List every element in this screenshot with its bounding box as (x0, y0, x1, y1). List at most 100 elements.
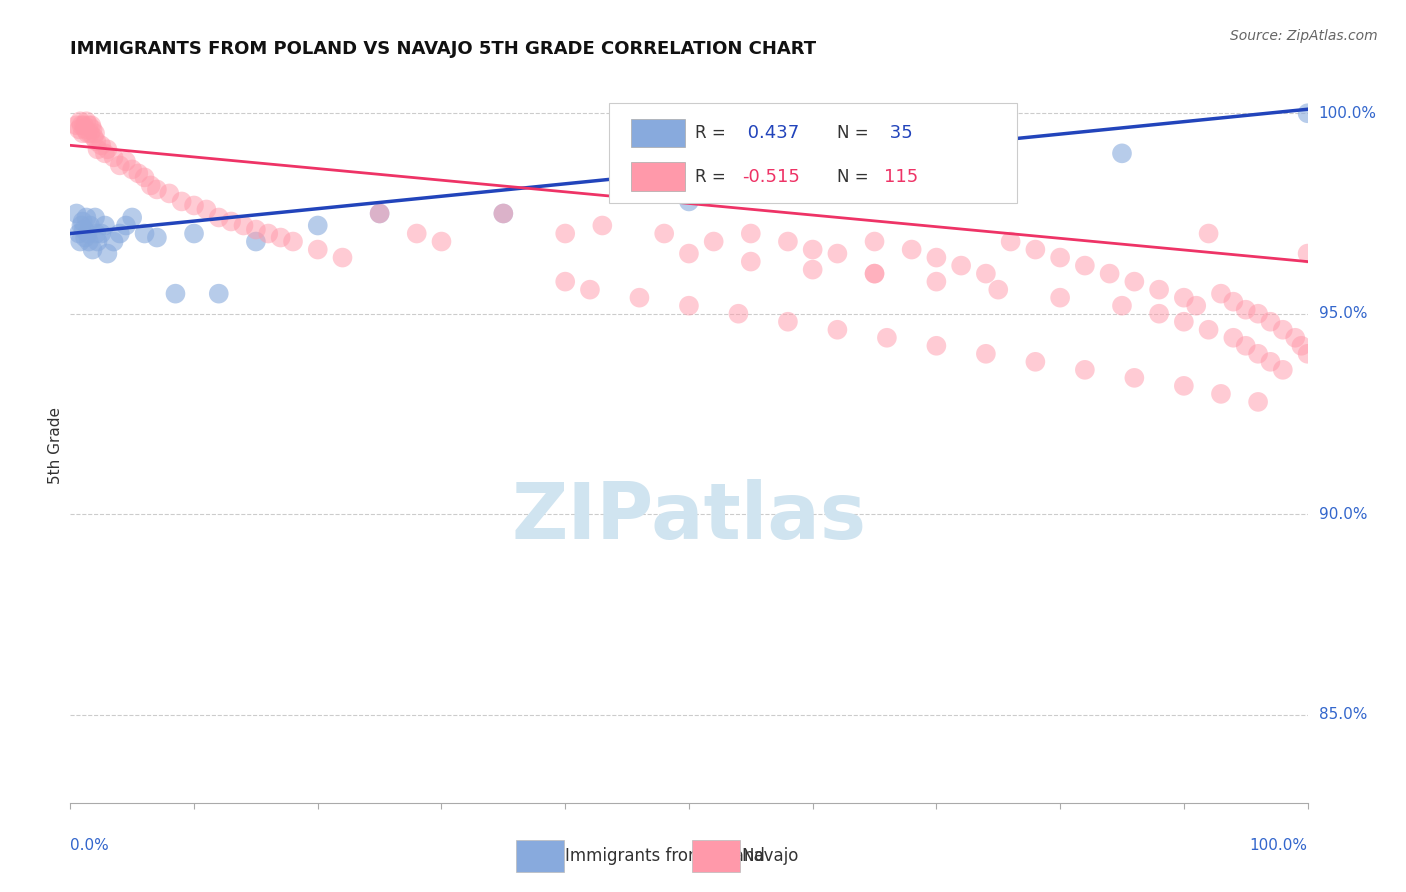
Text: 90.0%: 90.0% (1319, 507, 1367, 522)
Point (108, 158, 131, 172)
Point (70, 219, 93, 233)
Point (430, 235, 453, 249)
Point (703, 235, 725, 249)
Point (1111, 146, 1133, 161)
Point (121, 211, 143, 225)
Point (925, 166, 948, 180)
Point (69, 235, 91, 249)
Point (70, 118, 93, 132)
Point (134, 170, 156, 185)
FancyBboxPatch shape (631, 162, 685, 191)
Point (591, 219, 613, 233)
Point (72, 214, 94, 228)
Point (863, 267, 886, 281)
Point (115, 219, 138, 233)
Point (115, 154, 138, 169)
Point (75, 122, 97, 136)
Point (1296, 347, 1319, 361)
Point (76, 227, 98, 241)
Point (554, 227, 576, 241)
Point (232, 219, 254, 233)
Point (492, 206, 515, 220)
Point (208, 286, 231, 301)
Point (1123, 371, 1146, 385)
Point (827, 323, 849, 337)
Point (67, 122, 90, 136)
Point (65, 118, 87, 132)
Point (75, 114, 97, 128)
Point (368, 206, 391, 220)
Point (86, 142, 108, 156)
Point (76, 126, 98, 140)
Y-axis label: 5th Grade: 5th Grade (48, 408, 63, 484)
Point (1049, 291, 1071, 305)
Point (183, 227, 205, 241)
Point (79, 126, 101, 140)
Point (863, 267, 886, 281)
Point (84, 134, 107, 148)
Point (165, 286, 187, 301)
Point (863, 235, 886, 249)
Point (678, 246, 700, 260)
Point (307, 243, 329, 257)
Text: 85.0%: 85.0% (1319, 707, 1367, 723)
Point (876, 331, 898, 345)
Text: Navajo: Navajo (741, 847, 799, 865)
Text: IMMIGRANTS FROM POLAND VS NAVAJO 5TH GRADE CORRELATION CHART: IMMIGRANTS FROM POLAND VS NAVAJO 5TH GRA… (70, 40, 817, 58)
Point (801, 262, 824, 277)
Point (492, 206, 515, 220)
Text: Source: ZipAtlas.com: Source: ZipAtlas.com (1230, 29, 1378, 43)
Point (170, 194, 193, 209)
Point (1147, 307, 1170, 321)
Point (307, 219, 329, 233)
Point (77, 235, 100, 249)
Point (1074, 259, 1097, 273)
Point (65, 206, 87, 220)
Point (1234, 339, 1257, 353)
Point (1247, 307, 1270, 321)
Point (900, 243, 922, 257)
Point (84, 227, 107, 241)
Point (776, 315, 799, 329)
Point (1098, 267, 1121, 281)
Point (628, 291, 651, 305)
Point (925, 251, 948, 265)
Point (73, 222, 96, 236)
Point (96, 246, 118, 260)
Point (73, 118, 96, 132)
Point (925, 275, 948, 289)
Point (195, 202, 218, 217)
Point (1222, 294, 1244, 309)
Point (67, 227, 90, 241)
Point (134, 227, 156, 241)
Text: 115: 115 (884, 168, 918, 186)
Point (219, 214, 242, 228)
Point (146, 182, 169, 196)
Point (245, 235, 267, 249)
Point (1291, 339, 1313, 353)
FancyBboxPatch shape (609, 103, 1017, 203)
Point (1049, 251, 1071, 265)
Point (950, 259, 973, 273)
Point (579, 283, 602, 297)
Point (1271, 363, 1294, 377)
Point (1260, 315, 1282, 329)
Point (82, 122, 104, 136)
Point (740, 227, 762, 241)
Point (652, 227, 675, 241)
Text: 35: 35 (884, 124, 912, 142)
Point (678, 299, 700, 313)
Point (103, 235, 125, 249)
Point (1074, 363, 1097, 377)
Point (257, 227, 280, 241)
Text: R =: R = (695, 168, 731, 186)
Point (1247, 395, 1270, 409)
Point (1198, 227, 1220, 241)
Point (72, 126, 94, 140)
Point (208, 211, 231, 225)
Point (80, 118, 103, 132)
Point (146, 230, 169, 244)
Point (86, 235, 108, 249)
Text: -0.515: -0.515 (742, 168, 800, 186)
Text: Immigrants from Poland: Immigrants from Poland (565, 847, 765, 865)
